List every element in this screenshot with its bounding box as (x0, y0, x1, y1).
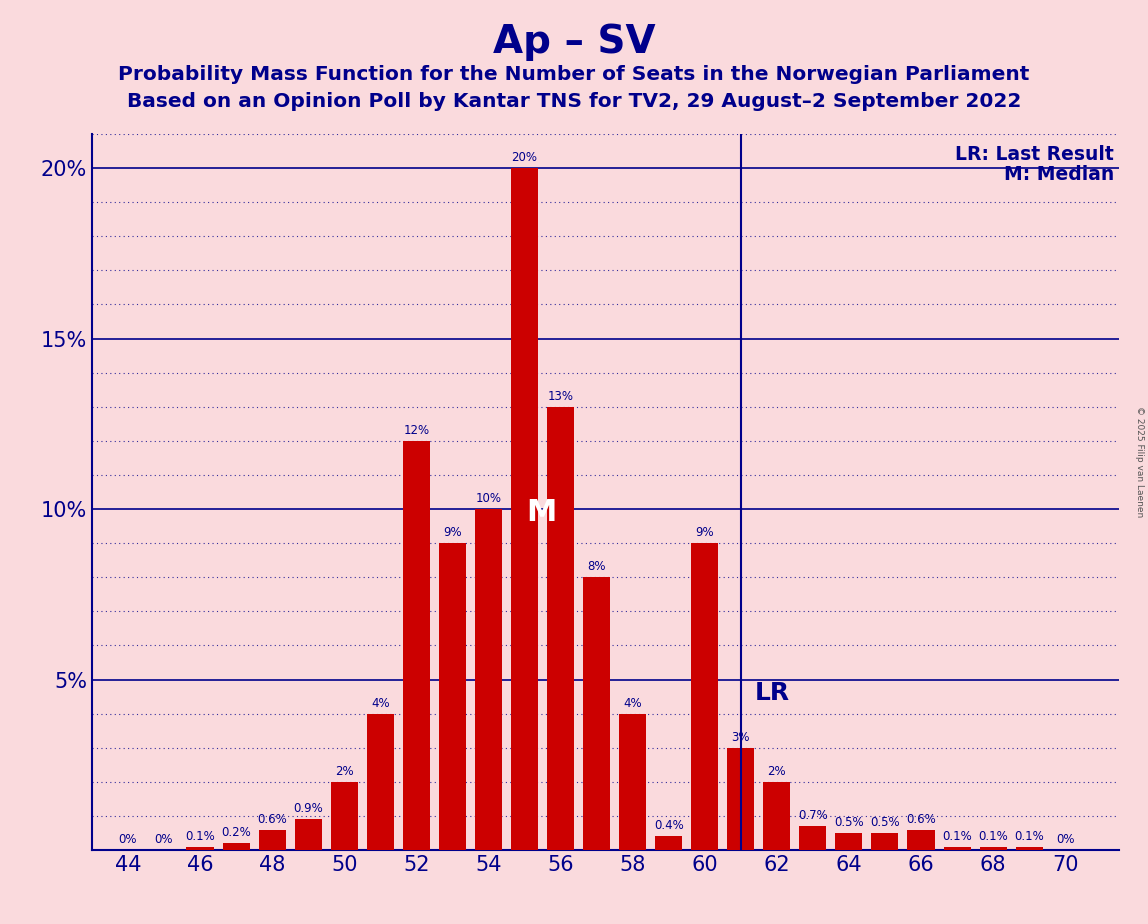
Text: 0.1%: 0.1% (943, 830, 972, 843)
Text: 0.7%: 0.7% (798, 809, 828, 822)
Text: 0.9%: 0.9% (293, 802, 323, 815)
Bar (223, 844, 249, 850)
Bar (1016, 846, 1042, 850)
Text: M: M (526, 498, 557, 527)
Bar (583, 578, 610, 850)
Bar (619, 713, 646, 850)
Text: 0.5%: 0.5% (870, 816, 900, 829)
Text: 10%: 10% (475, 492, 502, 505)
Text: © 2025 Filip van Laenen: © 2025 Filip van Laenen (1135, 407, 1145, 517)
Text: 0.5%: 0.5% (835, 816, 863, 829)
Text: 12%: 12% (403, 424, 429, 437)
Text: 0%: 0% (1056, 833, 1075, 846)
Text: 0%: 0% (155, 833, 173, 846)
Bar (656, 836, 682, 850)
Bar (799, 826, 827, 850)
Bar (258, 830, 286, 850)
Bar (331, 782, 358, 850)
Text: 9%: 9% (443, 526, 461, 539)
Text: LR: Last Result: LR: Last Result (955, 145, 1115, 164)
Bar (475, 509, 502, 850)
Bar (403, 441, 429, 850)
Bar (979, 846, 1007, 850)
Text: 2%: 2% (768, 765, 786, 778)
Bar (836, 833, 862, 850)
Text: M: Median: M: Median (1003, 165, 1115, 185)
Bar (727, 748, 754, 850)
Text: 0.1%: 0.1% (978, 830, 1008, 843)
Text: 0.6%: 0.6% (257, 812, 287, 825)
Bar (439, 543, 466, 850)
Text: 13%: 13% (548, 390, 574, 403)
Text: 8%: 8% (588, 560, 606, 573)
Bar (186, 846, 214, 850)
Text: Based on an Opinion Poll by Kantar TNS for TV2, 29 August–2 September 2022: Based on an Opinion Poll by Kantar TNS f… (126, 92, 1022, 112)
Text: Probability Mass Function for the Number of Seats in the Norwegian Parliament: Probability Mass Function for the Number… (118, 65, 1030, 84)
Text: 0.1%: 0.1% (185, 830, 215, 843)
Text: 4%: 4% (623, 697, 642, 710)
Bar (691, 543, 719, 850)
Bar (546, 407, 574, 850)
Text: Ap – SV: Ap – SV (492, 23, 656, 61)
Bar (871, 833, 899, 850)
Text: 20%: 20% (512, 151, 537, 164)
Bar (763, 782, 790, 850)
Text: 2%: 2% (335, 765, 354, 778)
Text: 0%: 0% (118, 833, 137, 846)
Text: LR: LR (755, 681, 790, 705)
Text: 0.6%: 0.6% (906, 812, 936, 825)
Text: 9%: 9% (696, 526, 714, 539)
Text: 0.2%: 0.2% (222, 826, 251, 839)
Text: 4%: 4% (371, 697, 389, 710)
Text: 3%: 3% (731, 731, 750, 744)
Bar (511, 168, 538, 850)
Bar (366, 713, 394, 850)
Bar (295, 820, 321, 850)
Bar (908, 830, 934, 850)
Text: 0.4%: 0.4% (653, 820, 683, 833)
Text: 0.1%: 0.1% (1015, 830, 1044, 843)
Bar (944, 846, 970, 850)
